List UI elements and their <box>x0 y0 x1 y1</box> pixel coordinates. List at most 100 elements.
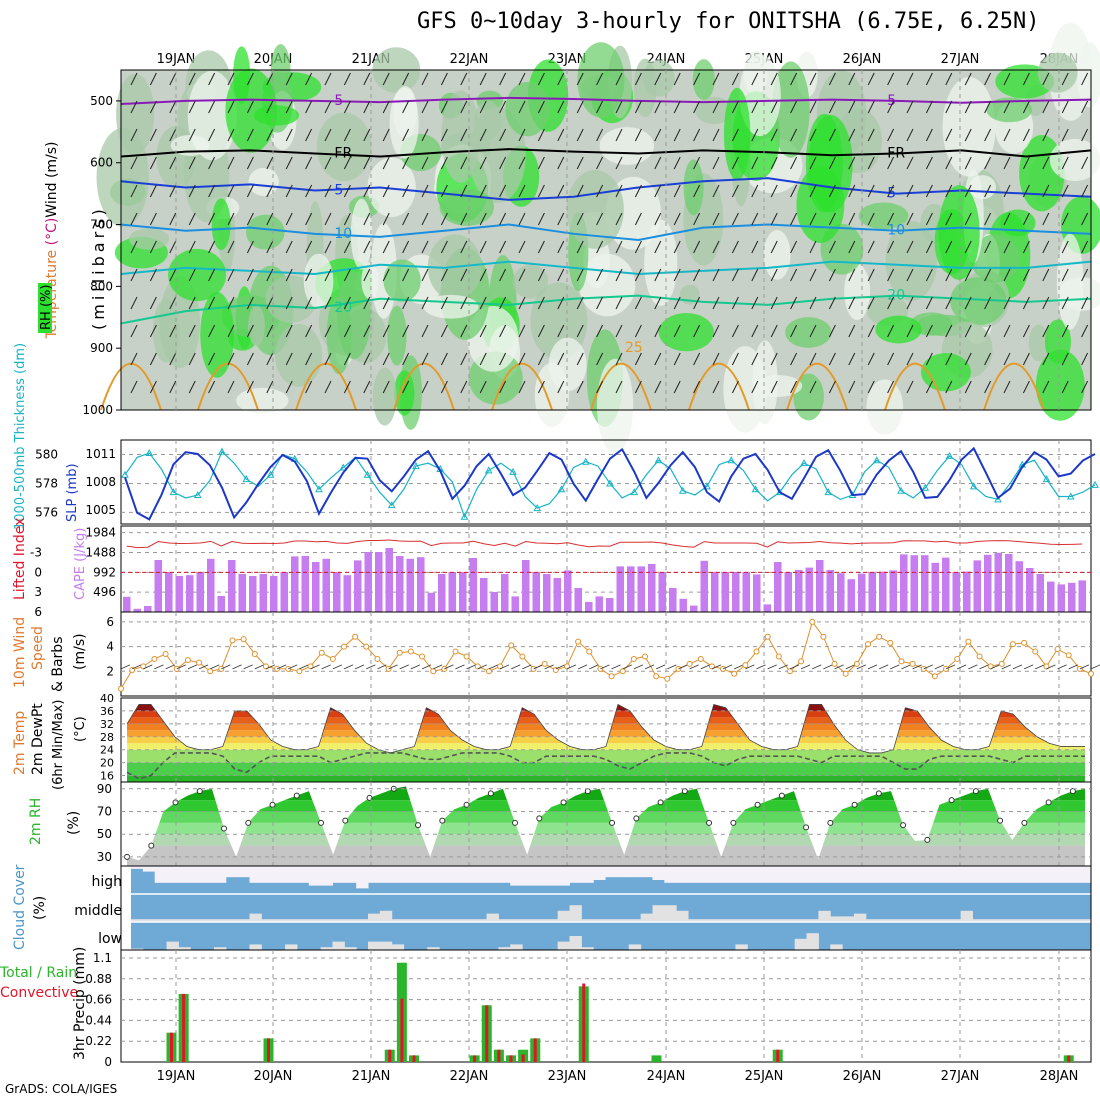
wind-barb <box>1090 664 1100 670</box>
thickness-marker <box>800 459 808 467</box>
thickness-marker <box>751 485 760 493</box>
wind-barb <box>964 212 972 226</box>
wind-barb <box>673 100 681 114</box>
wind-barb <box>770 268 778 282</box>
wind-barb <box>479 72 487 86</box>
cloud-clear <box>569 866 582 883</box>
wind-speed-marker <box>363 643 370 650</box>
wind-barb <box>149 212 157 226</box>
wind-barb <box>1003 240 1011 254</box>
wind-barb <box>537 240 545 254</box>
cape-bar <box>133 608 142 612</box>
wind-barb <box>557 352 565 366</box>
cloud-clear <box>605 866 618 878</box>
wind-barb <box>887 128 895 142</box>
wind-barb <box>1022 268 1030 282</box>
cloud-clear <box>782 866 796 883</box>
wind-speed-marker <box>508 642 515 649</box>
wind-barb <box>887 212 895 226</box>
date-label-bottom: 20JAN <box>254 1069 293 1084</box>
wind-barb <box>382 212 390 226</box>
cape-bar <box>186 575 194 612</box>
wind-barb <box>828 72 836 86</box>
panel-label: CAPE (J/kg) <box>73 528 88 600</box>
wind-barb <box>912 664 922 670</box>
rh-marker <box>415 822 422 829</box>
wind-barb <box>1003 72 1011 86</box>
thickness-marker <box>339 463 348 471</box>
wind-barb <box>790 128 798 142</box>
wind-barb <box>188 352 196 366</box>
wind-barb <box>533 664 543 670</box>
wind-barb <box>576 156 584 170</box>
wind-barb <box>634 352 642 366</box>
wind-barb <box>722 664 733 670</box>
wind-barb <box>925 296 933 310</box>
wind-barb <box>120 664 131 670</box>
wind-barb <box>596 184 604 198</box>
wind-barb <box>169 324 177 338</box>
wind-barb <box>867 100 875 114</box>
wind-barb <box>499 72 507 86</box>
wind-barb <box>208 72 216 86</box>
cloud-gap <box>1055 919 1068 922</box>
cloud-gap <box>166 941 179 950</box>
thickness-marker <box>387 501 396 509</box>
wind-barb <box>848 100 856 114</box>
rh-region <box>858 202 909 230</box>
wind-speed-marker <box>1032 648 1039 655</box>
cape-bar <box>595 596 604 612</box>
cloud-clear <box>225 866 239 878</box>
rh-region <box>644 219 678 306</box>
wind-barb <box>421 100 429 114</box>
cloud-gap <box>296 919 310 922</box>
cape-bar <box>805 567 814 612</box>
rh-region <box>200 291 234 378</box>
wind-barb <box>288 664 298 670</box>
cloud-clear <box>261 866 274 883</box>
wind-barb <box>596 100 604 114</box>
wind-barb <box>382 128 390 142</box>
rh-region <box>739 54 781 137</box>
wind-barb <box>165 664 175 670</box>
cloud-clear <box>1031 866 1045 883</box>
wind-barb <box>305 352 313 366</box>
panel-label: Speed <box>30 626 46 670</box>
panel-label: 3hr Precip (mm) <box>72 947 88 1060</box>
wind-barb <box>460 240 468 254</box>
wind-barb <box>169 380 177 394</box>
wind-barb <box>770 296 778 310</box>
cape-bar <box>994 552 1003 612</box>
wind-barb <box>615 324 623 338</box>
rh-region <box>658 312 714 352</box>
wind-barb <box>1022 352 1030 366</box>
cloud-gap <box>771 919 784 922</box>
wind-barb <box>1003 380 1011 394</box>
cloud-gap <box>830 944 843 950</box>
wind-barb <box>149 184 157 198</box>
cloud-clear <box>771 866 784 883</box>
cloud-clear <box>984 866 997 883</box>
cloud-gap <box>237 919 251 922</box>
cape-bar <box>375 552 383 612</box>
panel-label: (%) <box>66 811 82 835</box>
wind-barb <box>402 212 410 226</box>
wind-barb <box>499 268 507 282</box>
wind-barb <box>576 72 584 86</box>
wind-barb <box>693 352 701 366</box>
wind-barb <box>285 380 293 394</box>
wind-barb <box>887 380 895 394</box>
wind-barb <box>363 100 371 114</box>
thickness-marker <box>969 482 978 490</box>
cloud-gap <box>581 947 594 950</box>
wind-barb <box>208 268 216 282</box>
wind-barb <box>1022 240 1030 254</box>
cape-bar <box>711 572 719 612</box>
cloud-clear <box>972 866 985 883</box>
wind-barb <box>964 268 972 282</box>
wind-barb <box>402 72 410 86</box>
cape-bar <box>469 558 478 612</box>
cloud-gap <box>166 919 179 922</box>
wind-barb <box>644 664 655 670</box>
wind-barb <box>557 380 565 394</box>
